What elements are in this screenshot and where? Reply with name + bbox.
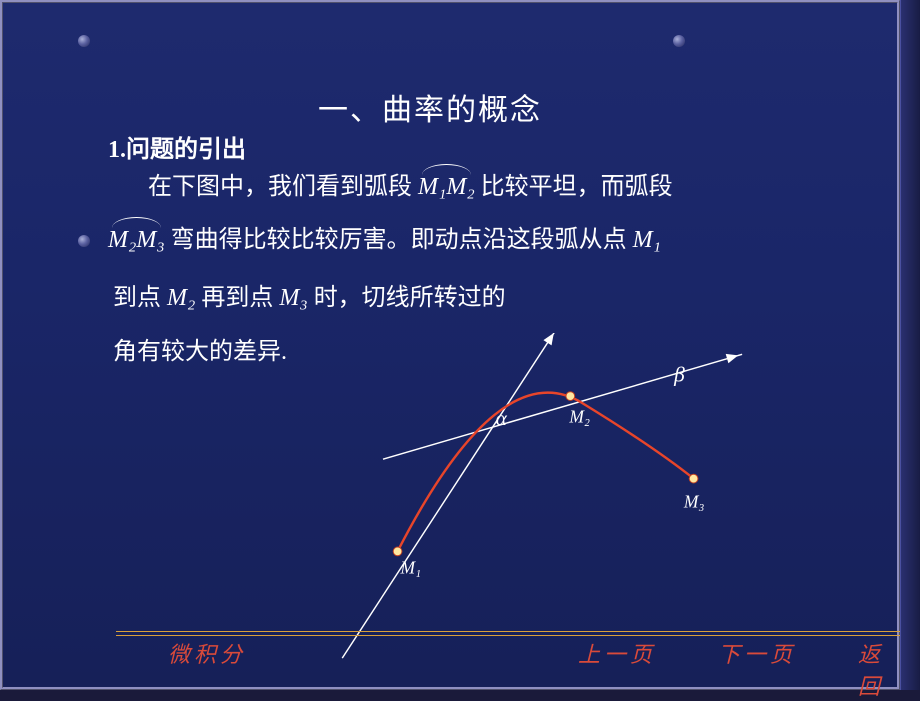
- body-line-4: 角有较大的差异.: [113, 333, 287, 371]
- text: 在下图中，我们看到弧段: [148, 174, 418, 200]
- arc-m1m2: M₁M₂: [418, 168, 475, 206]
- text: 比较平坦，而弧段: [481, 174, 673, 200]
- curvature-diagram: α β M₁ M₂ M₃: [318, 333, 778, 663]
- text: 弯曲得比较比较厉害。即动点沿这段弧从点: [171, 227, 633, 253]
- body-line-2: M₂M₃ 弯曲得比较比较厉害。即动点沿这段弧从点 M₁: [108, 221, 661, 259]
- m1-symbol: M₁: [633, 227, 661, 253]
- arc-m2m3: M₂M₃: [108, 221, 165, 259]
- section-heading: 1.问题的引出: [108, 129, 246, 164]
- footer-divider: [116, 635, 920, 636]
- footer-divider: [116, 631, 920, 632]
- svg-text:M₃: M₃: [683, 492, 705, 512]
- next-page-button[interactable]: 下一页: [718, 637, 796, 669]
- text: 到点: [113, 285, 167, 311]
- footer-brand: 微积分: [168, 637, 246, 669]
- slide-title: 一、曲率的概念: [318, 85, 542, 129]
- body-line-1: 在下图中，我们看到弧段 M₁M₂ 比较平坦，而弧段: [148, 168, 673, 206]
- slide-content: 一、曲率的概念 1.问题的引出 在下图中，我们看到弧段 M₁M₂ 比较平坦，而弧…: [58, 13, 878, 673]
- text: 再到点: [201, 285, 279, 311]
- body-line-3: 到点 M₂ 再到点 M₃ 时，切线所转过的: [113, 279, 506, 317]
- back-button[interactable]: 返回: [858, 637, 884, 701]
- slide-frame: 一、曲率的概念 1.问题的引出 在下图中，我们看到弧段 M₁M₂ 比较平坦，而弧…: [0, 0, 900, 690]
- svg-text:M₂: M₂: [568, 406, 590, 426]
- svg-text:α: α: [496, 406, 508, 430]
- m2-symbol: M₂: [167, 285, 195, 311]
- right-decor-strip: [900, 0, 920, 690]
- svg-text:β: β: [673, 363, 685, 387]
- prev-page-button[interactable]: 上一页: [578, 637, 656, 669]
- m3-symbol: M₃: [279, 285, 307, 311]
- svg-text:M₁: M₁: [399, 558, 421, 578]
- text: 时，切线所转过的: [314, 285, 506, 311]
